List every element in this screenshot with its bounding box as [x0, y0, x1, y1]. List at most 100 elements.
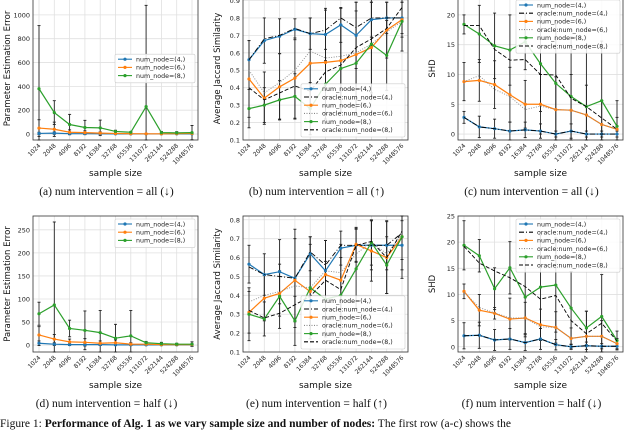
legend-marker	[309, 87, 313, 91]
data-point	[68, 326, 72, 331]
data-point	[37, 131, 41, 136]
x-tick-label: 1024	[27, 142, 43, 158]
data-point	[462, 243, 466, 247]
data-point	[584, 326, 588, 330]
y-tick-label: 600	[18, 59, 30, 67]
x-tick-label: 16384	[510, 354, 529, 373]
data-point	[569, 306, 573, 310]
legend-label: num_node=(6,)	[136, 230, 185, 237]
data-point	[569, 345, 573, 349]
data-point	[98, 331, 102, 335]
data-point	[339, 278, 343, 282]
data-point	[400, 235, 404, 239]
data-point	[262, 103, 266, 107]
series-line	[248, 232, 403, 279]
data-point	[369, 42, 373, 46]
legend-label: oracle:num_node=(6,)	[322, 323, 393, 330]
x-tick-label: 16384	[85, 354, 104, 373]
plot-frame	[242, 215, 409, 353]
data-point	[37, 341, 41, 345]
legend-marker	[123, 222, 127, 226]
legend-marker	[524, 238, 528, 242]
data-point	[339, 59, 343, 63]
legend-label: oracle:num_node=(4,)	[322, 94, 393, 101]
data-point	[113, 336, 118, 340]
x-tick-label: 16384	[295, 142, 314, 161]
data-point	[247, 77, 251, 81]
data-point	[175, 342, 179, 346]
data-point	[323, 32, 328, 37]
data-point	[247, 107, 251, 111]
y-axis-label: Parameter Estimation Error	[3, 226, 13, 342]
x-tick-label: 1024	[237, 354, 253, 370]
data-point	[339, 246, 343, 250]
data-point	[477, 308, 481, 312]
data-point	[369, 45, 373, 50]
y-tick-label: 5	[451, 317, 455, 325]
data-point	[554, 132, 558, 136]
data-point	[262, 296, 266, 300]
data-point	[98, 341, 102, 345]
data-point	[293, 319, 297, 323]
legend-label: oracle:num_node=(6,)	[537, 27, 608, 34]
data-point	[68, 122, 72, 127]
legend-label: num_node=(8,)	[537, 254, 586, 261]
y-tick-label: 0	[451, 343, 455, 351]
y-tick-label: 0.1	[230, 349, 240, 357]
legend-box	[300, 83, 406, 138]
data-point	[247, 262, 251, 266]
data-point	[493, 82, 497, 87]
legend-box	[114, 53, 196, 84]
data-point	[615, 124, 619, 128]
data-point	[354, 33, 358, 37]
y-tick-label: 0.2	[230, 119, 240, 127]
legend-label: oracle:num_node=(4,)	[322, 306, 393, 313]
data-point	[113, 129, 118, 134]
x-axis-label: sample size	[514, 169, 567, 179]
x-tick-label: 32768	[100, 142, 119, 161]
x-tick-label: 1024	[452, 354, 468, 370]
x-axis-label: sample size	[514, 381, 567, 391]
x-tick-label: 4096	[57, 142, 73, 158]
y-tick-label: 50	[22, 319, 30, 327]
data-point	[83, 131, 87, 135]
x-tick-label: 4096	[267, 142, 283, 158]
x-tick-label: 16384	[295, 354, 314, 373]
data-point	[400, 19, 404, 24]
data-point	[83, 125, 87, 130]
legend-marker	[309, 103, 313, 107]
series-line	[248, 7, 403, 101]
legend-label: num_node=(8,)	[136, 238, 185, 245]
data-point	[477, 254, 481, 258]
plot-frame	[457, 215, 624, 353]
data-point	[129, 334, 133, 338]
legend-label: num_node=(4,)	[136, 57, 185, 64]
x-tick-label: 32768	[525, 142, 544, 161]
data-point	[385, 263, 389, 267]
data-point	[52, 110, 56, 115]
x-tick-label: 32768	[310, 142, 329, 161]
data-point	[98, 131, 102, 135]
data-point	[144, 105, 148, 109]
data-point	[462, 334, 466, 338]
legend-label: oracle:num_node=(4,)	[537, 230, 608, 237]
data-point	[554, 81, 558, 85]
legend-marker	[309, 120, 313, 124]
data-point	[508, 48, 512, 52]
y-tick-label: 20	[447, 11, 455, 19]
data-point	[278, 291, 282, 296]
data-point	[293, 94, 297, 99]
data-point	[354, 52, 358, 57]
y-tick-label: 0.5	[230, 273, 240, 281]
data-point	[493, 311, 497, 315]
legend-label: num_node=(8,)	[537, 35, 586, 42]
plot-frame	[32, 0, 199, 141]
data-point	[37, 333, 41, 337]
y-tick-label: 0	[26, 131, 30, 139]
data-point	[538, 62, 543, 66]
panel-c: 0 5 10 15 20 1024 2048 4096 8192 16384 32768 65536 1…	[425, 0, 638, 205]
data-point	[538, 323, 543, 327]
